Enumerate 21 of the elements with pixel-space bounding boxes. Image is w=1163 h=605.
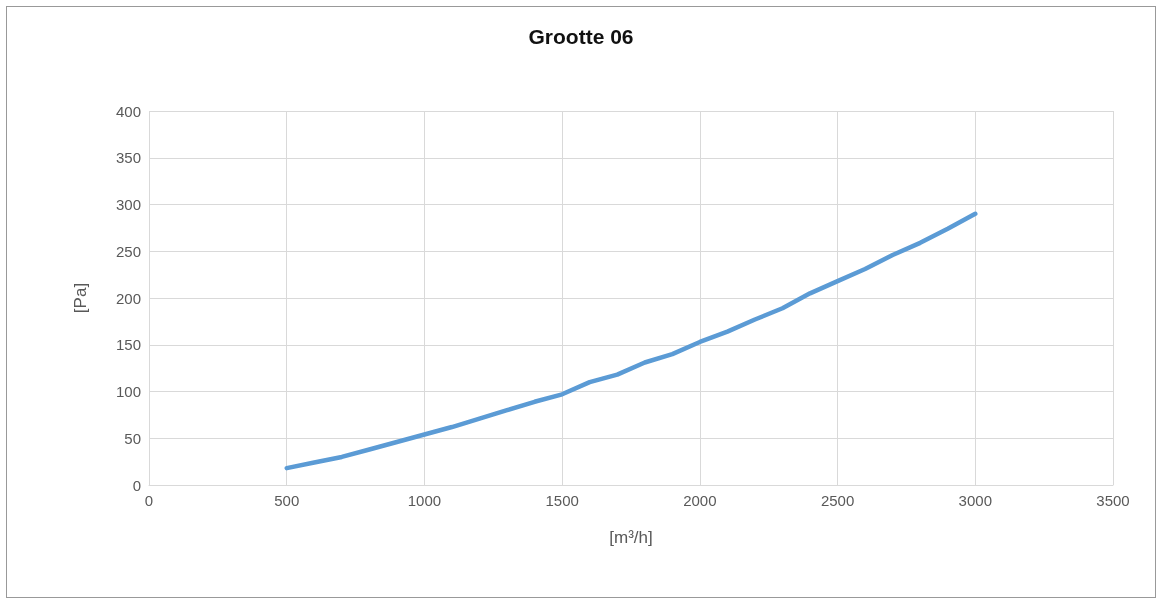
y-tick-label: 200 <box>115 289 141 307</box>
x-tick-label: 3500 <box>1096 492 1130 509</box>
y-tick-label: 400 <box>115 102 141 120</box>
line-series <box>284 211 978 471</box>
y-tick-label: 50 <box>124 429 141 447</box>
chart-title: Grootte 06 <box>528 25 634 48</box>
y-tick-label: 100 <box>115 383 141 400</box>
x-tick-label: 1000 <box>407 492 442 509</box>
y-tick-label: 250 <box>115 242 141 260</box>
y-axis-title: [Pa] <box>71 282 90 314</box>
x-tick-label: 2500 <box>820 492 855 509</box>
y-tick-label: 300 <box>115 196 141 213</box>
y-tick-label: 0 <box>132 476 141 494</box>
x-tick-label: 500 <box>274 492 300 509</box>
y-tick-label: 350 <box>115 149 141 167</box>
y-tick-label: 150 <box>115 336 141 354</box>
x-tick-label: 1500 <box>545 492 579 509</box>
x-tick-label: 3000 <box>958 492 992 509</box>
x-tick-label: 2000 <box>683 492 717 509</box>
x-axis-title: [m³/h] <box>609 528 653 547</box>
x-tick-label: 0 <box>144 492 154 509</box>
